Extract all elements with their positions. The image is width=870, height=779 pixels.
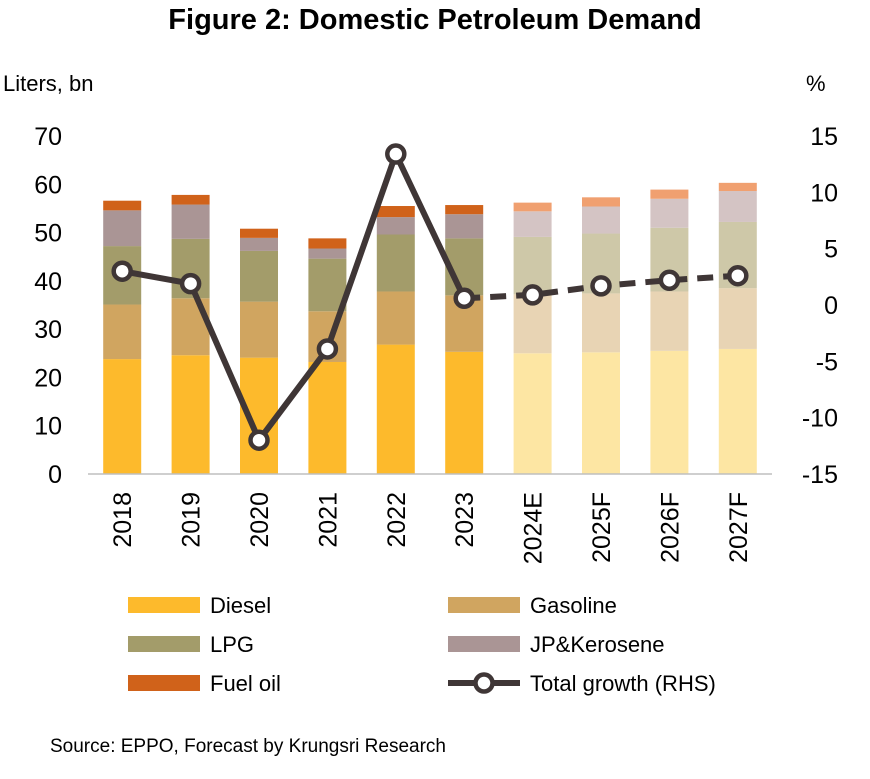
bar-segment-gasoline xyxy=(582,293,620,353)
legend-label-total-growth: Total growth (RHS) xyxy=(530,671,716,696)
bar-segment-diesel xyxy=(650,350,689,474)
y-axis-label-right: % xyxy=(806,71,826,96)
legend-label-gasoline: Gasoline xyxy=(530,593,617,618)
y-axis-left: 0 10 20 30 40 50 60 70 xyxy=(34,123,62,489)
legend-swatch-diesel xyxy=(128,597,200,613)
legend-swatch-jp-kerosene xyxy=(448,636,520,652)
x-tick-label: 2020 xyxy=(246,492,274,548)
x-tick-label: 2018 xyxy=(109,492,137,548)
y-left-tick-label: 60 xyxy=(34,171,62,199)
chart-title: Figure 2: Domestic Petroleum Demand xyxy=(168,4,702,36)
bar-segment-gasoline xyxy=(718,288,757,349)
bar-segment-diesel xyxy=(718,348,757,474)
bar-segment-diesel xyxy=(513,353,552,474)
y-right-tick-label: 5 xyxy=(824,236,838,264)
bar-segment-lpg xyxy=(240,250,278,302)
legend-label-diesel: Diesel xyxy=(210,593,271,618)
growth-point xyxy=(590,275,612,297)
bar-segment-fuel-oil xyxy=(582,197,620,207)
growth-line xyxy=(111,143,749,451)
legend-swatch-lpg xyxy=(128,636,200,652)
x-tick-label: 2027F xyxy=(725,492,753,563)
legend-swatch-fuel-oil xyxy=(128,675,200,691)
y-right-tick-label: -10 xyxy=(802,405,838,433)
bar-segment-fuel-oil xyxy=(445,205,484,215)
y-right-tick-label: 0 xyxy=(824,292,838,320)
growth-point xyxy=(727,264,749,287)
bar-segment-diesel xyxy=(582,352,620,474)
bar-segment-diesel xyxy=(103,359,142,474)
growth-point xyxy=(316,338,339,360)
bar-segment-jp-kerosene xyxy=(718,191,757,222)
bar-segment-fuel-oil xyxy=(376,206,415,218)
bar-segment-gasoline xyxy=(103,304,142,360)
bar-segment-jp-kerosene xyxy=(308,248,347,259)
y-axis-label-left: Liters, bn xyxy=(3,71,94,96)
bar-segment-gasoline xyxy=(650,291,689,351)
y-left-tick-label: 50 xyxy=(34,220,62,248)
bar-segment-fuel-oil xyxy=(103,200,142,211)
legend-swatch-gasoline xyxy=(448,597,520,613)
y-left-tick-label: 40 xyxy=(34,268,62,296)
y-left-tick-label: 70 xyxy=(34,123,62,151)
y-left-tick-label: 20 xyxy=(34,364,62,392)
growth-point xyxy=(658,269,681,291)
y-axis-right: -15 -10 -5 0 5 10 15 xyxy=(802,123,838,489)
bar-segment-gasoline xyxy=(240,301,278,358)
legend-label-lpg: LPG xyxy=(210,632,254,657)
y-right-tick-label: 15 xyxy=(810,123,838,151)
bar-segment-diesel xyxy=(445,351,484,474)
legend-marker-total-growth xyxy=(473,672,495,694)
bar-segment-jp-kerosene xyxy=(240,237,278,251)
growth-point xyxy=(385,143,407,165)
x-tick-label: 2023 xyxy=(451,492,479,548)
legend: Diesel Gasoline LPG JP&Kerosene Fuel oil Tota… xyxy=(128,593,716,696)
growth-point xyxy=(521,284,544,306)
x-tick-label: 2019 xyxy=(178,492,206,548)
y-left-tick-label: 30 xyxy=(34,316,62,344)
y-left-tick-label: 0 xyxy=(48,461,62,489)
bar-segment-jp-kerosene xyxy=(513,211,552,237)
bar-segment-fuel-oil xyxy=(240,228,278,238)
x-tick-label: 2024E xyxy=(520,492,548,564)
bar-segment-diesel xyxy=(308,361,347,474)
x-tick-label: 2025F xyxy=(588,492,616,563)
bar-segment-jp-kerosene xyxy=(171,204,210,239)
y-right-tick-label: -15 xyxy=(802,461,838,489)
y-right-tick-label: -5 xyxy=(816,348,838,376)
bar-segment-lpg xyxy=(376,234,415,292)
bar-segment-jp-kerosene xyxy=(103,210,142,247)
bar-segment-fuel-oil xyxy=(171,194,210,205)
bar-segment-diesel xyxy=(376,344,415,474)
growth-point xyxy=(453,287,475,309)
bar-segment-jp-kerosene xyxy=(376,217,415,235)
bar-segment-jp-kerosene xyxy=(650,198,689,228)
bar-segment-lpg xyxy=(308,258,347,312)
legend-label-jp-kerosene: JP&Kerosene xyxy=(530,632,665,657)
growth-point xyxy=(179,272,202,295)
x-tick-label: 2022 xyxy=(383,492,411,548)
x-tick-label: 2026F xyxy=(656,492,684,563)
bar-segment-fuel-oil xyxy=(718,182,757,192)
bar-segment-fuel-oil xyxy=(513,202,552,212)
y-right-tick-label: 10 xyxy=(810,179,838,207)
growth-point xyxy=(248,429,270,451)
source-note: Source: EPPO, Forecast by Krungsri Resea… xyxy=(50,736,446,757)
growth-point xyxy=(111,260,133,282)
x-tick-label: 2021 xyxy=(314,492,342,548)
growth-line-actual xyxy=(121,151,467,444)
bar-segment-jp-kerosene xyxy=(445,214,484,239)
bar-segment-diesel xyxy=(171,355,210,474)
x-axis: 2018 2019 2020 2021 2022 2023 2024E 2025F 2026F 2… xyxy=(109,492,753,564)
y-left-tick-label: 10 xyxy=(34,413,62,441)
bar-segment-fuel-oil xyxy=(650,189,689,199)
bar-segment-jp-kerosene xyxy=(582,206,620,234)
bar-segment-gasoline xyxy=(376,291,415,345)
bar-segment-fuel-oil xyxy=(308,238,347,249)
legend-label-fuel-oil: Fuel oil xyxy=(210,671,281,696)
